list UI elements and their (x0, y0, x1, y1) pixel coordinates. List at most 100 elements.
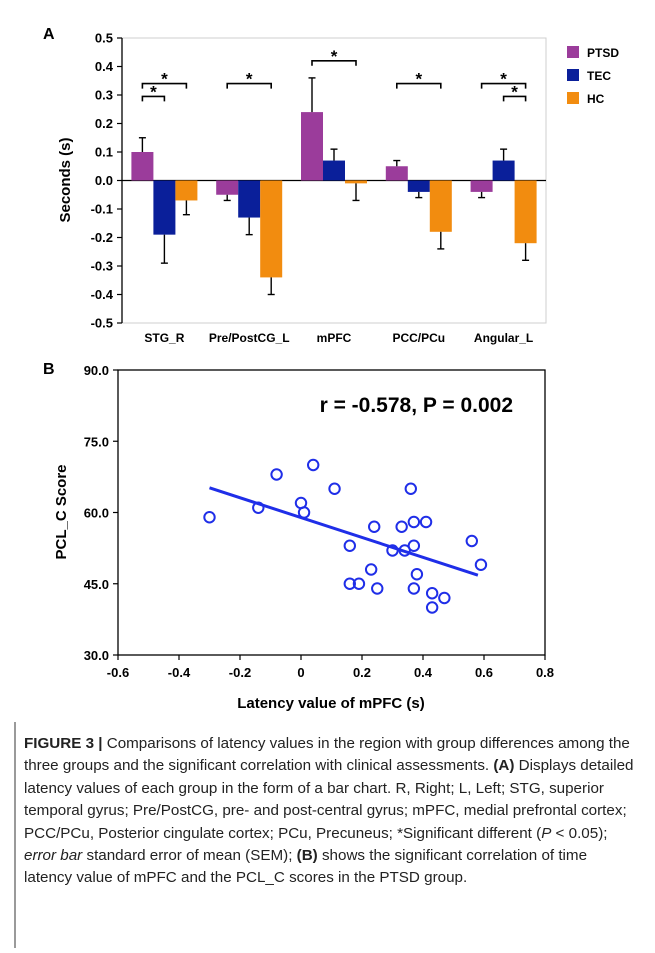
panel-b-letter: B (43, 361, 55, 378)
panel-a-category-label: mPFC (317, 331, 352, 345)
panel-a-bar-hc (175, 180, 198, 201)
panel-b-points (203, 458, 488, 614)
panel-a-bar-ptsd (470, 180, 493, 192)
panel-b-scatter-point (425, 587, 439, 600)
panel-b-scatter-point (343, 577, 356, 590)
panel-b-x-tick-label: 0.8 (536, 665, 554, 680)
panel-b-x-ticks: -0.6 -0.4 -0.2 0 0.2 0.4 0.6 0.8 (107, 655, 554, 680)
panel-a-bar-tec (238, 180, 261, 218)
panel-b-y-tick-label: 45.0 (84, 577, 109, 592)
panel-a-y-ticks: -0.5 -0.4 -0.3 -0.2 -0.1 0.0 0.1 0.2 0.3 0.4 0.5 (91, 31, 122, 331)
panel-a-bar-tec (407, 180, 430, 192)
panel-a-legend: PTSD TEC HC (567, 46, 619, 106)
caption-text-1: Comparisons of latency values in the reg… (24, 735, 630, 775)
panel-a-y-tick-label: -0.2 (91, 230, 113, 245)
legend-label-hc: HC (587, 92, 605, 106)
panel-b-x-tick-label: 0.4 (414, 665, 433, 680)
panel-b-y-tick-label: 30.0 (84, 648, 109, 663)
panel-a-bar-hc (514, 180, 537, 244)
panel-b-scatter-point (407, 515, 421, 529)
panel-a-significance-star: * (415, 70, 422, 89)
legend-label-tec: TEC (587, 69, 611, 83)
panel-a-significance-bracket (226, 82, 272, 89)
panel-b-scatter-point (203, 511, 216, 524)
panel-a-bar-hc (429, 180, 452, 232)
panel-b-y-tick-label: 60.0 (84, 506, 109, 521)
panel-a-category-labels: STG_R Pre/PostCG_L mPFC PCC/PCu Angular_L (144, 331, 533, 345)
panel-b-x-tick-label: 0.6 (475, 665, 493, 680)
panel-b-fit-line (209, 486, 479, 577)
panel-a-y-tick-label: -0.5 (91, 316, 113, 331)
panel-b-scatter-point (328, 482, 341, 495)
caption-p-italic: P (541, 824, 552, 842)
panel-b-scatter-point (425, 601, 439, 614)
panel-b-scatter-point (407, 582, 421, 595)
panel-a-bar-tec (153, 180, 176, 235)
panel-b-scatter-point (368, 520, 381, 533)
panel-b-scatter-point (419, 515, 433, 529)
panel-a-y-tick-label: 0.1 (95, 145, 113, 160)
panel-a-category-label: Angular_L (474, 331, 533, 345)
panel-b-scatter-point (395, 520, 408, 533)
caption-label: FIGURE 3 | (24, 735, 103, 752)
panel-b-y-axis-title: PCL_C Score (53, 464, 70, 559)
panel-a-significance-bracket (141, 82, 188, 89)
panel-a-category-label: Pre/PostCG_L (209, 331, 290, 345)
panel-b-scatter-point (270, 468, 283, 481)
panel-a-bar-ptsd (131, 152, 154, 181)
panel-b-scatter-point (252, 501, 265, 514)
panel-a-bar-ptsd (385, 166, 408, 181)
panel-a-y-tick-label: -0.1 (91, 202, 113, 217)
panel-a-category-label: STG_R (144, 331, 184, 345)
legend-swatch-ptsd (567, 46, 579, 58)
panel-a-y-tick-label: -0.4 (91, 287, 114, 302)
panel-a-bar-hc (260, 180, 283, 278)
caption-text-4: standard error of mean (SEM); (82, 847, 297, 865)
panel-a-significance-star: * (150, 82, 157, 101)
panel-a-y-tick-label: 0.2 (95, 116, 113, 131)
panel-b-scatter-point (371, 582, 384, 595)
legend-swatch-tec (567, 69, 579, 81)
panel-a-y-tick-label: 0.0 (95, 173, 113, 188)
panel-a-y-axis-title: Seconds (s) (57, 137, 74, 222)
panel-a-letter: A (43, 26, 55, 43)
legend-swatch-hc (567, 92, 579, 104)
panel-a-y-tick-label: 0.5 (95, 31, 113, 46)
panel-a-bar-ptsd (216, 180, 239, 195)
caption-text-2: Displays detailed latency values of each… (24, 757, 634, 842)
panel-a-significance-bracket (502, 95, 527, 102)
panel-a-y-tick-label: 0.4 (95, 59, 114, 74)
figure: A Seconds (s) -0.5 -0.4 -0.3 -0.2 -0.1 0.0 0.1… (43, 26, 619, 712)
panel-b-regression-line (209, 486, 479, 577)
caption-error-bar-italic: error bar (24, 847, 83, 865)
panel-a-category-label: PCC/PCu (392, 331, 445, 345)
caption-panel-b-ref: (B) (296, 847, 318, 865)
panel-b-scatter-point (343, 539, 356, 552)
panel-a-significance-bracket (141, 95, 166, 102)
panel-b-scatter-point (474, 558, 488, 571)
caption-text-3: < 0.05); (551, 824, 608, 842)
panel-b-x-axis-title: Latency value of mPFC (s) (237, 695, 425, 712)
panel-b-y-tick-label: 75.0 (84, 434, 109, 449)
panel-a-significance-star: * (246, 70, 253, 89)
legend-label-ptsd: PTSD (587, 46, 619, 60)
caption-panel-a-ref: (A) (493, 757, 515, 775)
panel-b-y-tick-label: 90.0 (84, 363, 109, 378)
panel-b-scatter-point (407, 539, 421, 552)
panel-a-significance-bracket (480, 82, 527, 89)
panel-a-bar-hc (345, 180, 367, 184)
panel-a-significance-star: * (500, 70, 507, 89)
panel-b-x-tick-label: -0.4 (168, 665, 191, 680)
panel-b-scatter-point (410, 568, 424, 581)
panel-b-x-tick-label: -0.2 (229, 665, 251, 680)
panel-a-bars (131, 112, 537, 278)
panel-a-y-tick-label: -0.3 (91, 259, 113, 274)
panel-a-y-tick-label: 0.3 (95, 88, 113, 103)
panel-b-x-tick-label: 0.2 (353, 665, 371, 680)
panel-b-scatter-point (465, 534, 478, 548)
panel-a-significance-bracket (311, 60, 357, 66)
panel-a-error-bars (138, 77, 530, 296)
panel-b-scatter-point (307, 458, 320, 472)
panel-b-correlation-annotation: r = -0.578, P = 0.002 (320, 394, 513, 417)
panel-a-significance-star: * (161, 70, 168, 89)
